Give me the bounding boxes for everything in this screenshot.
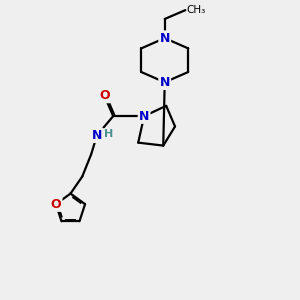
Text: N: N bbox=[160, 76, 170, 89]
Text: N: N bbox=[160, 32, 170, 45]
Text: N: N bbox=[92, 129, 102, 142]
Text: N: N bbox=[139, 110, 149, 123]
Text: O: O bbox=[51, 198, 61, 211]
Text: CH₃: CH₃ bbox=[187, 5, 206, 15]
Text: H: H bbox=[103, 129, 113, 139]
Text: O: O bbox=[99, 89, 110, 102]
